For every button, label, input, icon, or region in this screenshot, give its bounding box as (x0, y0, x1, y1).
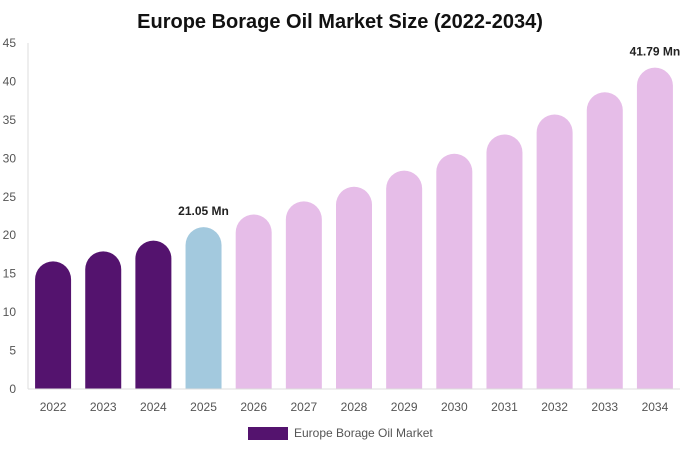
y-tick-label: 20 (3, 228, 17, 242)
x-tick-label: 2026 (240, 400, 267, 414)
x-tick-label: 2029 (391, 400, 418, 414)
x-tick-label: 2027 (290, 400, 317, 414)
x-tick-label: 2024 (140, 400, 167, 414)
bars-group (35, 67, 673, 390)
bar-2027 (285, 201, 322, 389)
x-tick-label: 2028 (341, 400, 368, 414)
x-tick-label: 2032 (541, 400, 568, 414)
data-labels-group: 21.05 Mn 41.79 Mn (178, 45, 680, 218)
y-tick-label: 35 (3, 113, 17, 127)
y-tick-label: 15 (3, 267, 17, 281)
bar-2029 (386, 170, 423, 389)
x-axis: 2022 2023 2024 2025 2026 2027 2028 2029 2030 2031… (28, 388, 680, 414)
bar-2032 (536, 114, 573, 390)
bar-2030 (436, 153, 473, 389)
data-label-2034: 41.79 Mn (630, 45, 680, 59)
y-axis: 0 5 10 15 20 25 30 35 40 45 (3, 36, 29, 396)
x-tick-label: 2034 (642, 400, 669, 414)
y-tick-label: 5 (9, 344, 16, 358)
bar-2025 (185, 227, 222, 389)
bar-2024 (135, 240, 172, 389)
y-tick-label: 40 (3, 74, 17, 88)
data-label-2025: 21.05 Mn (178, 204, 229, 218)
bar-2026 (235, 214, 272, 389)
x-tick-label: 2030 (441, 400, 468, 414)
y-tick-label: 10 (3, 305, 17, 319)
x-tick-label: 2025 (190, 400, 217, 414)
x-tick-label: 2031 (491, 400, 518, 414)
x-tick-label: 2023 (90, 400, 117, 414)
bar-2023 (85, 251, 122, 389)
legend: Europe Borage Oil Market (248, 426, 433, 440)
y-tick-label: 45 (3, 36, 17, 50)
bar-2033 (586, 92, 623, 389)
y-tick-label: 25 (3, 190, 17, 204)
bar-2028 (336, 186, 372, 389)
bar-2022 (35, 261, 72, 389)
legend-label: Europe Borage Oil Market (294, 426, 433, 440)
legend-swatch (248, 427, 288, 440)
bar-2034 (636, 67, 673, 389)
x-tick-label: 2022 (40, 400, 67, 414)
bar-2031 (486, 134, 523, 389)
y-tick-label: 0 (9, 382, 16, 396)
y-tick-label: 30 (3, 151, 17, 165)
chart-title: Europe Borage Oil Market Size (2022-2034… (137, 11, 543, 33)
x-tick-label: 2033 (591, 400, 618, 414)
